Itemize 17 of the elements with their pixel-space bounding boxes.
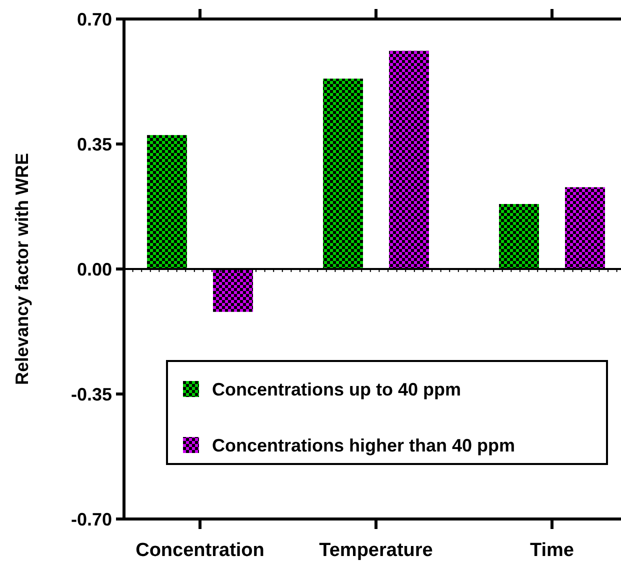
bar [499, 204, 539, 269]
bar [147, 135, 187, 269]
y-tick-label: 0.00 [76, 259, 112, 280]
x-tick-label: Temperature [319, 540, 433, 561]
y-tick-label: 0.35 [76, 134, 112, 154]
bar [389, 50, 429, 269]
y-axis-title: Relevancy factor with WRE [12, 152, 32, 386]
y-tick-label: -0.35 [70, 384, 112, 404]
y-tick-label: 0.70 [76, 9, 112, 30]
x-tick-label: Concentration [136, 540, 264, 561]
bar [565, 187, 605, 269]
y-tick-label: -0.70 [70, 509, 112, 530]
x-tick-label: Time [530, 540, 574, 561]
bar [323, 78, 363, 269]
legend-label: Concentrations up to 40 ppm [212, 379, 462, 400]
legend-label: Concentrations higher than 40 ppm [212, 435, 516, 456]
bar [213, 269, 253, 312]
